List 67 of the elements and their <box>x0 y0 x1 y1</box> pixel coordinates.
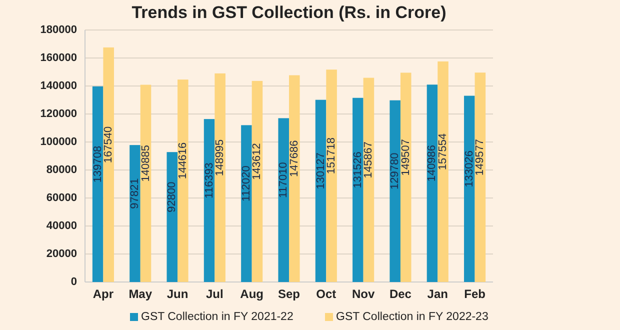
bar <box>363 78 374 282</box>
bar <box>241 125 252 282</box>
x-tick-label: Jan <box>427 287 448 301</box>
data-label: 140885 <box>140 145 152 182</box>
data-label: 116393 <box>203 162 216 198</box>
bar <box>140 84 152 282</box>
x-tick-label: Jun <box>166 287 188 301</box>
data-label: 140986 <box>426 144 438 182</box>
y-tick-label: 140000 <box>40 80 77 92</box>
x-tick-label: Oct <box>316 287 336 301</box>
x-tick-label: Jul <box>206 287 224 301</box>
bar <box>400 72 412 282</box>
bar <box>326 70 337 282</box>
bar <box>464 96 475 282</box>
bar <box>178 80 188 282</box>
bar <box>438 61 448 282</box>
chart-title: Trends in GST Collection (Rs. in Crore) <box>132 3 446 22</box>
x-tick-label: Sep <box>278 287 300 301</box>
data-label: 145867 <box>362 142 375 178</box>
data-label: 144616 <box>176 142 189 180</box>
x-tick-label: Apr <box>92 287 114 301</box>
data-label: 117010 <box>278 162 290 198</box>
y-tick-label: 0 <box>70 276 77 288</box>
bar <box>92 86 104 282</box>
data-label: 92800 <box>166 182 178 212</box>
bar <box>474 72 486 282</box>
x-tick-label: Aug <box>240 287 264 301</box>
data-label: 112020 <box>240 166 252 202</box>
bar <box>130 145 140 282</box>
x-tick-label: Feb <box>464 287 486 301</box>
bar <box>252 80 263 282</box>
data-label: 148995 <box>214 139 226 176</box>
data-label: 129780 <box>389 152 402 190</box>
bar <box>278 118 289 282</box>
x-tick-label: Dec <box>389 287 412 301</box>
y-tick-label: 120000 <box>40 108 77 120</box>
bar <box>352 98 364 282</box>
x-tick-label: Nov <box>352 287 375 301</box>
x-tick-label: May <box>128 287 152 301</box>
y-tick-label: 160000 <box>40 52 77 64</box>
data-label: 139708 <box>92 146 104 183</box>
bar <box>166 152 178 282</box>
data-label: 97821 <box>128 178 141 209</box>
bar <box>103 47 114 282</box>
y-tick-label: 40000 <box>46 220 77 232</box>
data-label: 147686 <box>288 140 300 177</box>
y-tick-label: 100000 <box>40 136 77 148</box>
data-label: 167540 <box>102 126 115 164</box>
y-tick-label: 80000 <box>46 164 77 176</box>
data-label: 133026 <box>463 150 476 188</box>
data-label: 151718 <box>326 137 338 174</box>
bar <box>426 84 438 282</box>
data-label: 143612 <box>251 143 264 180</box>
data-label: 149577 <box>474 138 486 176</box>
bar <box>315 100 326 282</box>
y-tick-label: 180000 <box>40 24 77 36</box>
legend-label: GST Collection in FY 2022-23 <box>336 311 488 323</box>
bar <box>289 75 300 282</box>
data-label: 131526 <box>352 152 364 188</box>
bar <box>214 73 226 282</box>
y-tick-label: 20000 <box>46 248 77 260</box>
legend-label: GST Collection in FY 2021-22 <box>141 311 294 323</box>
data-label: 149507 <box>400 138 412 176</box>
bar <box>390 100 400 282</box>
data-label: 157554 <box>437 133 450 170</box>
y-tick-label: 60000 <box>46 192 77 204</box>
data-label: 130127 <box>314 152 327 190</box>
